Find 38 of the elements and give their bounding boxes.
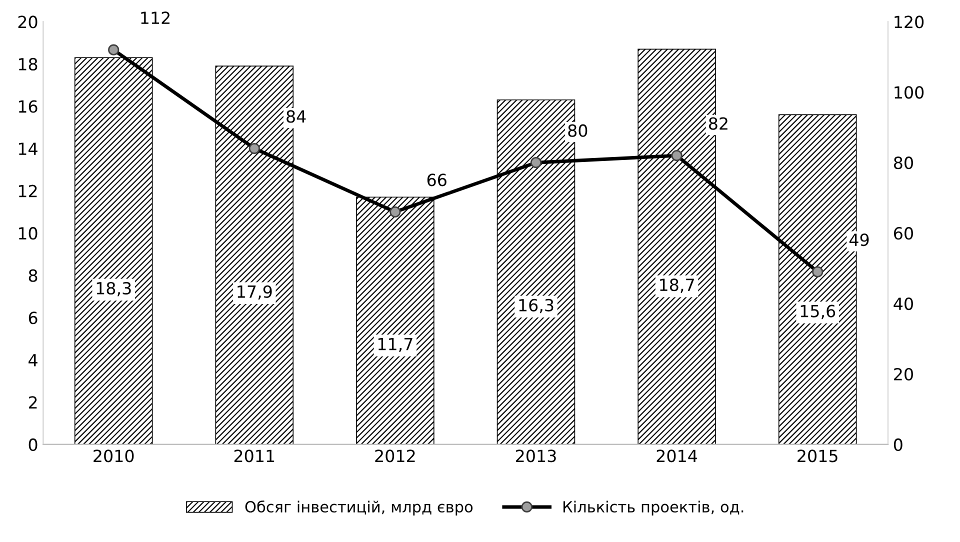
y2-tick-label: 40 [894, 297, 913, 310]
y-tick-label: 18 [18, 58, 38, 71]
data-label: 66 [427, 174, 446, 186]
data-label: 16,3 [519, 298, 554, 314]
data-label: 17,9 [238, 285, 272, 300]
x-tick-label: 2010 [94, 450, 134, 462]
data-label: 80 [568, 124, 588, 137]
x-tick-label: 2015 [798, 450, 838, 462]
y-tick-label: 20 [18, 16, 38, 28]
data-label: 84 [286, 110, 306, 123]
y-tick-label: 2 [28, 396, 37, 408]
y2-tick-label: 60 [894, 227, 913, 240]
y-tick-label: 8 [28, 269, 38, 282]
data-label: 82 [708, 117, 728, 130]
y-tick-label: 6 [28, 312, 38, 324]
y-tick-label: 0 [28, 438, 38, 452]
legend-label: Обсяг інвестицій, млрд євро [245, 500, 473, 516]
data-label: 18,7 [660, 278, 694, 293]
y2-tick-label: 80 [894, 156, 913, 170]
data-label: 112 [141, 12, 170, 24]
y-tick-label: 16 [18, 100, 38, 113]
x-tick-label: 2013 [516, 450, 556, 462]
legend-label: Кількість проектів, од. [564, 500, 744, 516]
y2-tick-label: 0 [894, 438, 902, 452]
y2-tick-label: 100 [894, 86, 924, 99]
y-tick-label: 12 [18, 184, 37, 198]
data-label: 18,3 [96, 282, 131, 296]
y2-tick-label: 120 [894, 16, 924, 28]
data-label: 15,6 [800, 304, 836, 320]
x-tick-label: 2014 [656, 450, 698, 462]
y-tick-label: 10 [18, 227, 38, 240]
data-label: 11,7 [378, 338, 412, 352]
x-tick-label: 2012 [375, 450, 415, 462]
data-label: 49 [849, 233, 869, 246]
x-tick-label: 2011 [234, 450, 274, 462]
y-tick-label: 4 [28, 354, 38, 366]
y2-tick-label: 20 [894, 368, 913, 381]
y-tick-label: 14 [18, 142, 38, 155]
